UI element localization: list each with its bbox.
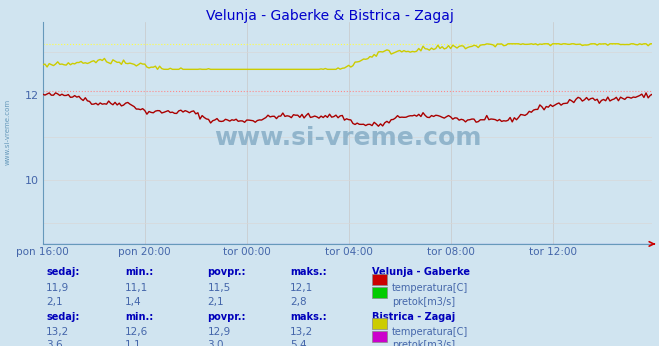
Text: temperatura[C]: temperatura[C] bbox=[392, 283, 469, 293]
Text: temperatura[C]: temperatura[C] bbox=[392, 327, 469, 337]
Text: maks.:: maks.: bbox=[290, 312, 327, 322]
Text: povpr.:: povpr.: bbox=[208, 312, 246, 322]
Text: 1,4: 1,4 bbox=[125, 297, 142, 307]
Text: 5,4: 5,4 bbox=[290, 340, 306, 346]
Text: min.:: min.: bbox=[125, 312, 154, 322]
Text: 12,6: 12,6 bbox=[125, 327, 148, 337]
Text: sedaj:: sedaj: bbox=[46, 312, 80, 322]
Text: 13,2: 13,2 bbox=[46, 327, 69, 337]
Text: 2,1: 2,1 bbox=[208, 297, 224, 307]
Text: 2,8: 2,8 bbox=[290, 297, 306, 307]
Text: Bistrica - Zagaj: Bistrica - Zagaj bbox=[372, 312, 455, 322]
Text: pretok[m3/s]: pretok[m3/s] bbox=[392, 297, 455, 307]
Text: Velunja - Gaberke & Bistrica - Zagaj: Velunja - Gaberke & Bistrica - Zagaj bbox=[206, 9, 453, 22]
Text: 2,1: 2,1 bbox=[46, 297, 63, 307]
Text: 3,0: 3,0 bbox=[208, 340, 224, 346]
Text: 13,2: 13,2 bbox=[290, 327, 313, 337]
Text: 11,1: 11,1 bbox=[125, 283, 148, 293]
Text: 1,1: 1,1 bbox=[125, 340, 142, 346]
Text: maks.:: maks.: bbox=[290, 267, 327, 277]
Text: Velunja - Gaberke: Velunja - Gaberke bbox=[372, 267, 471, 277]
Text: pretok[m3/s]: pretok[m3/s] bbox=[392, 340, 455, 346]
Text: 12,1: 12,1 bbox=[290, 283, 313, 293]
Text: min.:: min.: bbox=[125, 267, 154, 277]
Text: povpr.:: povpr.: bbox=[208, 267, 246, 277]
Text: 12,9: 12,9 bbox=[208, 327, 231, 337]
Text: sedaj:: sedaj: bbox=[46, 267, 80, 277]
Text: 11,9: 11,9 bbox=[46, 283, 69, 293]
Text: 3,6: 3,6 bbox=[46, 340, 63, 346]
Text: 11,5: 11,5 bbox=[208, 283, 231, 293]
Text: www.si-vreme.com: www.si-vreme.com bbox=[214, 126, 481, 149]
Text: www.si-vreme.com: www.si-vreme.com bbox=[5, 98, 11, 165]
